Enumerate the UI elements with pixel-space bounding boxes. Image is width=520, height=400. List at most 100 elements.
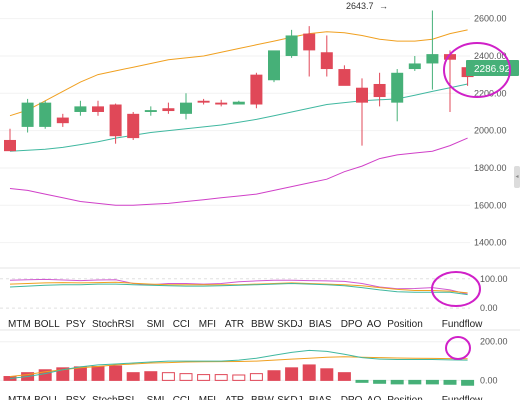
candle bbox=[232, 100, 245, 105]
indicator-tab[interactable]: Fundflow bbox=[442, 319, 483, 330]
candle-body bbox=[320, 52, 333, 70]
candle-body bbox=[250, 74, 263, 105]
candle bbox=[74, 100, 87, 116]
indicator-tab[interactable]: Position bbox=[387, 319, 423, 330]
candle bbox=[391, 69, 404, 122]
indicator-tab[interactable]: SKDJ bbox=[277, 395, 303, 400]
indicator-tab[interactable]: SMI bbox=[147, 395, 165, 400]
candle-body bbox=[39, 102, 52, 127]
high-price-arrow-icon: → bbox=[379, 1, 388, 11]
candle bbox=[56, 113, 69, 127]
macd-histogram-bar bbox=[109, 365, 123, 381]
candle bbox=[268, 50, 280, 83]
candle-body bbox=[127, 113, 140, 139]
candle-body bbox=[197, 100, 210, 103]
indicator-tab[interactable]: Position bbox=[387, 395, 423, 400]
indicator-tab[interactable]: BOLL bbox=[34, 319, 60, 330]
candle-body bbox=[356, 87, 368, 103]
price-tick-label: 2400.00 bbox=[474, 51, 507, 61]
indicator-tab[interactable]: ATR bbox=[225, 319, 244, 330]
candle bbox=[426, 10, 439, 90]
indicator-line bbox=[9, 282, 468, 296]
last-price-value: 2286.92 bbox=[474, 64, 511, 75]
indicator-tab[interactable]: DPO bbox=[341, 395, 363, 400]
macd-tick-label: 0.00 bbox=[480, 375, 498, 385]
indicator-tab[interactable]: StochRSI bbox=[92, 319, 134, 330]
macd-histogram-bar bbox=[425, 379, 439, 385]
candle-body bbox=[144, 110, 157, 112]
candle bbox=[21, 98, 34, 133]
candlestick-series bbox=[4, 10, 474, 152]
indicator-tick-label: 100.00 bbox=[480, 274, 508, 284]
candle bbox=[285, 29, 298, 58]
candle-body bbox=[232, 101, 245, 105]
macd-histogram-bar bbox=[91, 365, 105, 381]
candle-body bbox=[215, 102, 228, 105]
macd-histogram-bar bbox=[461, 379, 475, 386]
macd-histogram-bar bbox=[355, 379, 369, 383]
candle-body bbox=[74, 106, 87, 112]
candle bbox=[197, 98, 210, 105]
candle bbox=[162, 102, 175, 114]
indicator-tab[interactable]: MTM bbox=[8, 395, 31, 400]
highlight-circle-macd bbox=[445, 336, 471, 360]
candle bbox=[92, 100, 104, 116]
indicator-tab[interactable]: BIAS bbox=[309, 395, 332, 400]
candle-body bbox=[4, 139, 16, 152]
macd-histogram-bar bbox=[302, 364, 316, 381]
indicator-tab[interactable]: BBW bbox=[251, 395, 274, 400]
macd-axis: 200.00 0.00 bbox=[480, 337, 508, 386]
indicator-lines bbox=[9, 278, 468, 296]
indicator-tab[interactable]: ATR bbox=[225, 395, 244, 400]
indicator-tab[interactable]: MTM bbox=[8, 319, 31, 330]
macd-histogram-bar bbox=[373, 379, 387, 384]
macd-histogram-bar bbox=[390, 379, 404, 385]
candle bbox=[338, 65, 351, 86]
indicator-tab[interactable]: AO bbox=[367, 319, 382, 330]
macd-histogram-bar bbox=[214, 374, 228, 381]
indicator-tab[interactable]: DPO bbox=[341, 319, 363, 330]
indicator-line bbox=[9, 278, 468, 295]
high-price-label: 2643.7 bbox=[346, 1, 374, 11]
indicator-tab[interactable]: BOLL bbox=[34, 395, 60, 400]
indicator-tab[interactable]: Fundflow bbox=[442, 395, 483, 400]
price-tick-label: 2600.00 bbox=[474, 14, 507, 24]
macd-histogram-bar bbox=[267, 370, 281, 381]
high-price-annotation: 2643.7 → bbox=[346, 1, 388, 11]
indicator-tab[interactable]: StochRSI bbox=[92, 395, 134, 400]
candle-body bbox=[109, 104, 122, 137]
indicator-tab[interactable]: MFI bbox=[199, 395, 216, 400]
indicator-tab[interactable]: CCI bbox=[173, 395, 190, 400]
candle-body bbox=[303, 33, 316, 51]
indicator-tab[interactable]: SKDJ bbox=[277, 319, 303, 330]
indicator-axis: 100.00 0.00 bbox=[480, 274, 508, 313]
macd-histogram-bar bbox=[144, 371, 158, 381]
indicator-tab[interactable]: AO bbox=[367, 395, 382, 400]
macd-histogram-bar bbox=[161, 372, 175, 381]
candle bbox=[180, 93, 192, 120]
indicator-tab[interactable]: MFI bbox=[199, 319, 216, 330]
candle bbox=[356, 78, 368, 146]
indicator-tab[interactable]: SMI bbox=[147, 319, 165, 330]
indicator-tab[interactable]: BBW bbox=[251, 319, 274, 330]
candle bbox=[250, 72, 263, 109]
indicator-tabs-row: MTM BOLL PSY StochRSI SMI CCI MFI ATR BBW SKDJ BIA… bbox=[8, 319, 483, 330]
candle bbox=[303, 26, 316, 77]
macd-histogram-bar bbox=[179, 373, 193, 381]
last-price-badge[interactable]: 2286.92 bbox=[466, 60, 519, 76]
side-collapse-handle[interactable]: ◂ bbox=[514, 166, 520, 188]
indicator-tab[interactable]: BIAS bbox=[309, 319, 332, 330]
indicator-tab[interactable]: CCI bbox=[173, 319, 190, 330]
indicator-tab[interactable]: PSY bbox=[66, 395, 86, 400]
macd-histogram-bar bbox=[249, 373, 263, 381]
candle bbox=[408, 55, 421, 71]
candle bbox=[4, 128, 16, 152]
macd-histogram-bar bbox=[285, 367, 299, 381]
boll-upper-line bbox=[9, 29, 468, 117]
highlight-circle-price bbox=[443, 42, 511, 98]
macd-histogram-bar bbox=[337, 372, 351, 381]
candle-body bbox=[180, 102, 192, 114]
indicator-tab[interactable]: PSY bbox=[66, 319, 86, 330]
